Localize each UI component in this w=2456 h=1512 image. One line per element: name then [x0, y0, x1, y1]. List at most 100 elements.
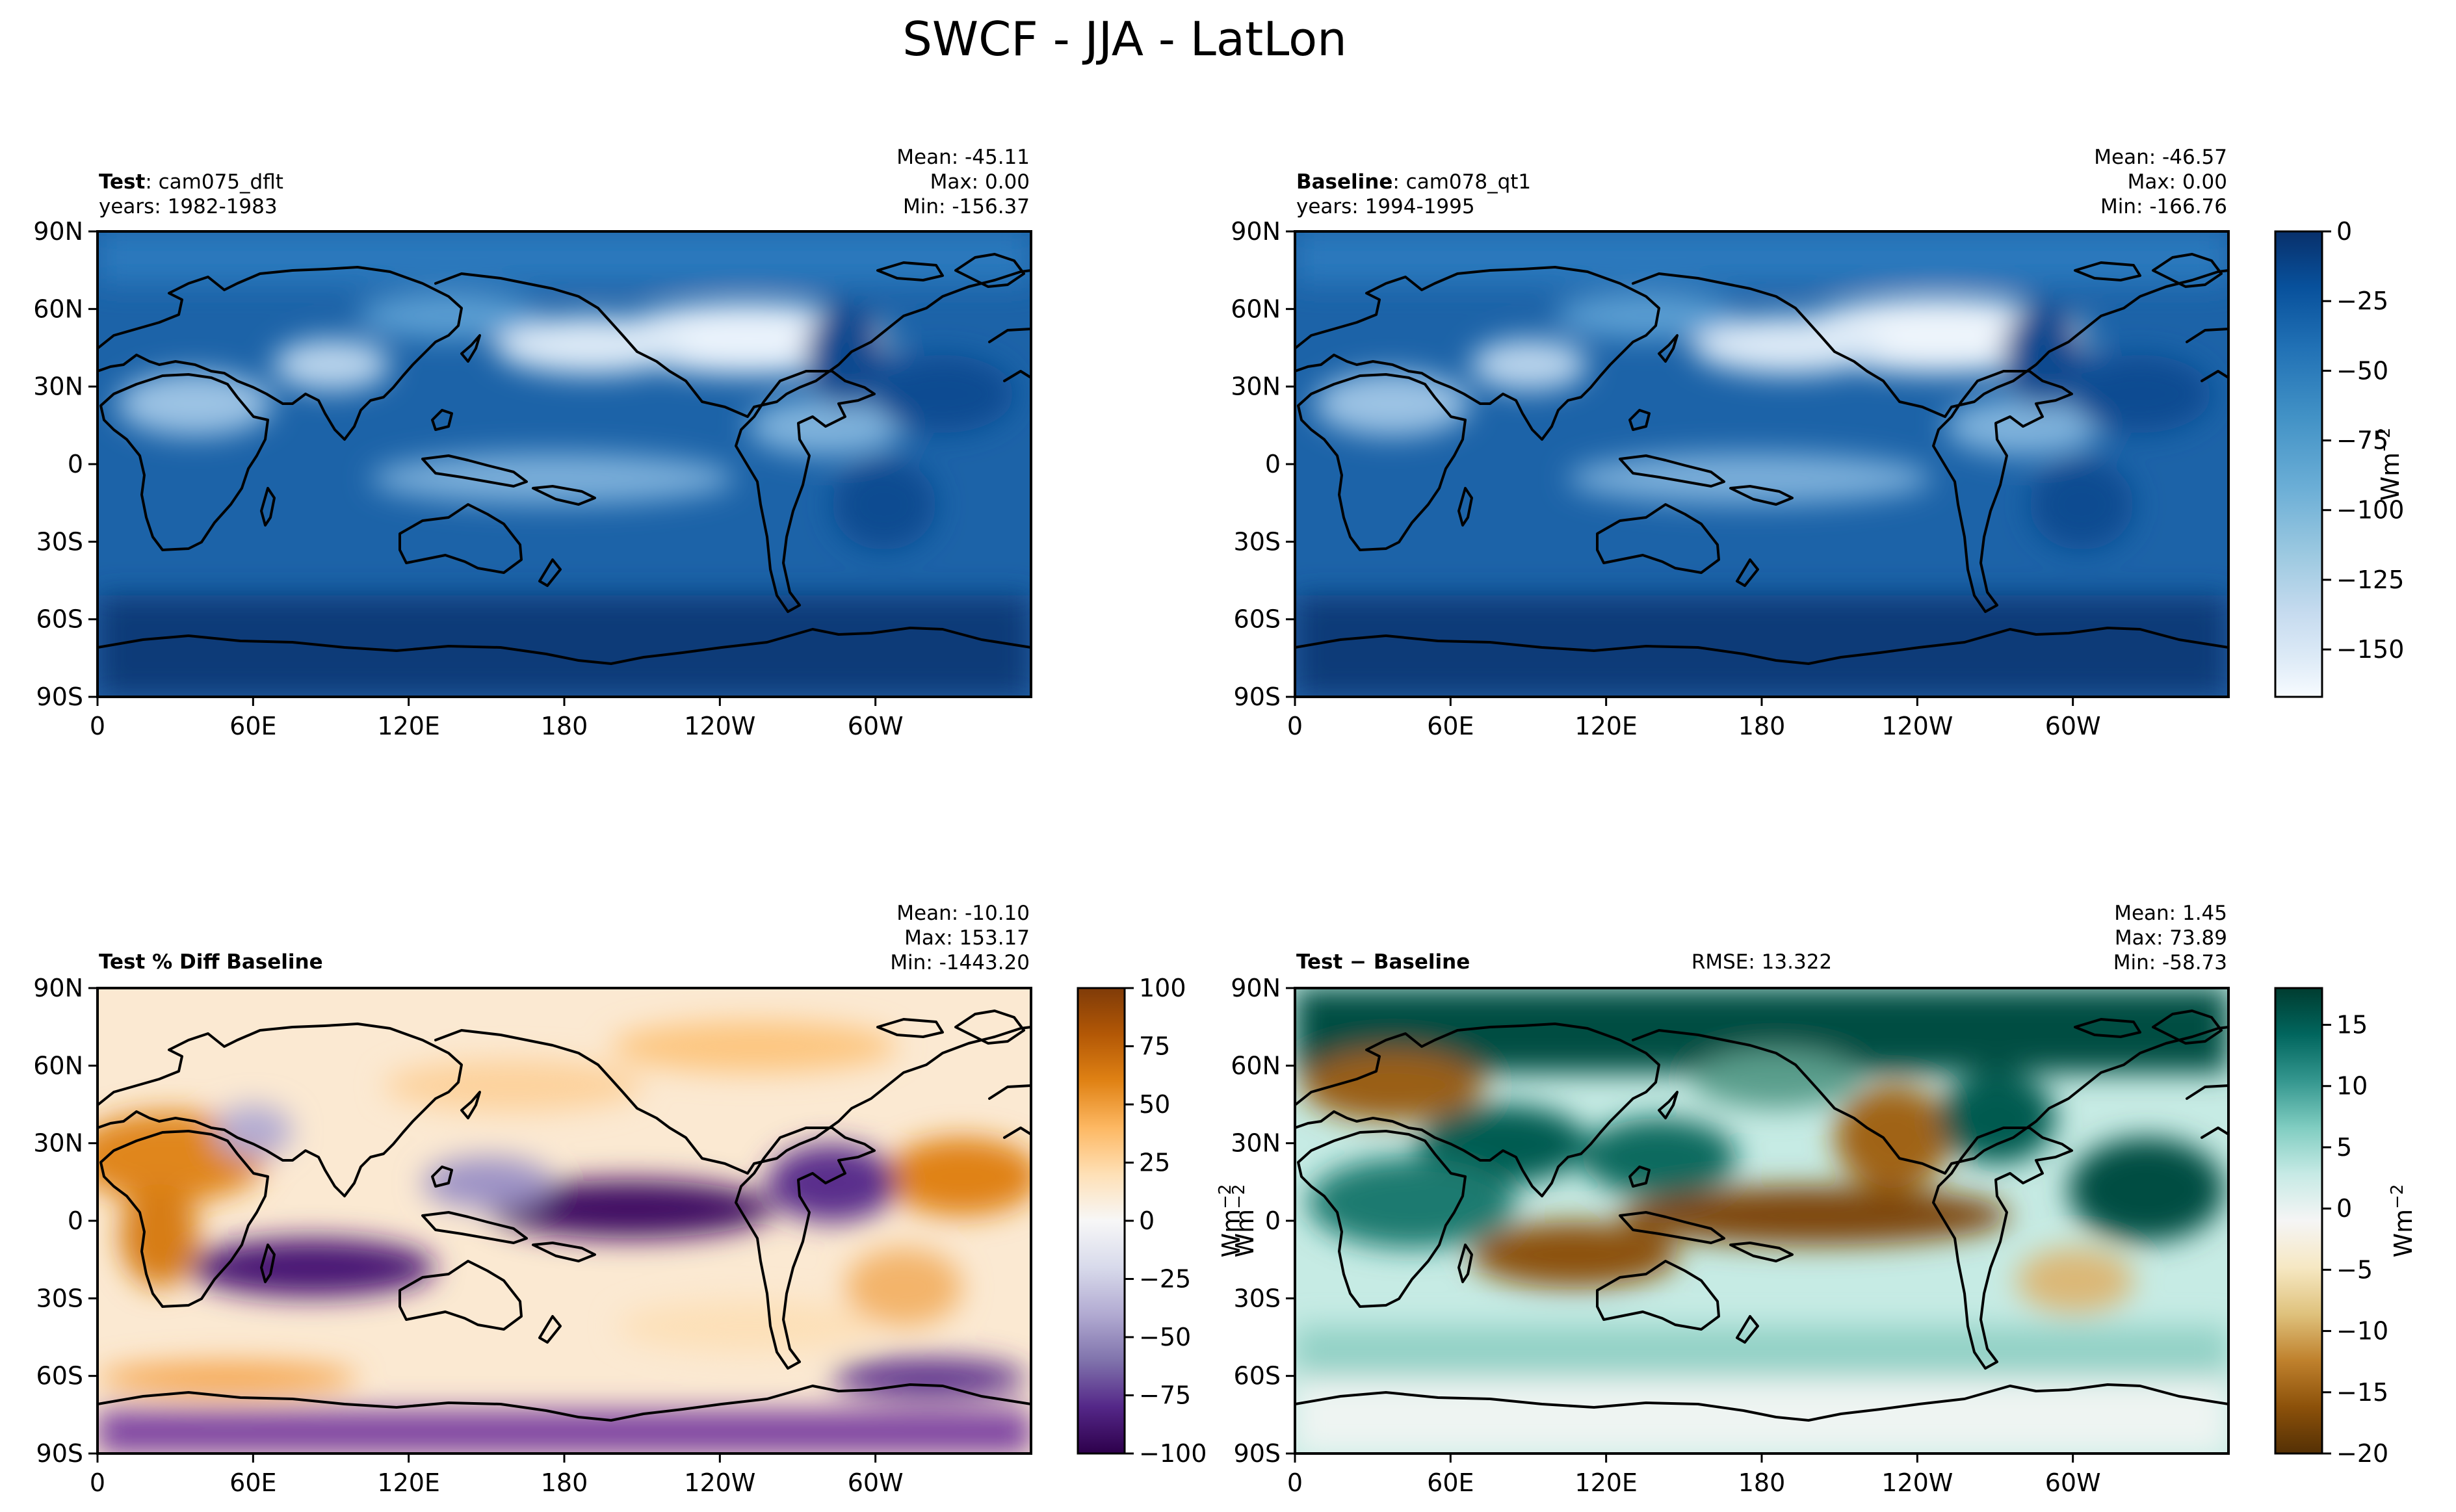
y-tick-label: 30N [33, 372, 83, 401]
stat-mean: Mean: -46.57 [2094, 146, 2227, 169]
x-tick-label: 0 [90, 712, 105, 740]
colorbar-tick-label: 0 [1139, 1206, 1155, 1235]
colorbar-tick-label: −50 [1139, 1323, 1191, 1351]
y-tick-label: 30N [33, 1129, 83, 1158]
y-tick-label: 0 [68, 450, 83, 478]
x-tick-label: 60W [848, 1468, 904, 1497]
colorbar-tick-label: 50 [1139, 1090, 1170, 1119]
y-tick-label: 60N [1231, 294, 1281, 323]
map-axes: 0 60E 120E 180 120W 60W 90N 60N 30N 0 30S 60S 90S [33, 217, 1032, 740]
panel-title-bold: Test [99, 170, 146, 194]
y-tick-label: 90S [1234, 1439, 1281, 1468]
x-tick-label: 180 [1738, 1468, 1786, 1497]
colorbar-tick-label: 5 [2336, 1133, 2352, 1162]
y-tick-label: 60S [36, 605, 83, 634]
x-tick-label: 60E [229, 1468, 276, 1497]
colorbar-tick-label: −10 [2336, 1317, 2388, 1346]
panel-title-rest: : cam075_dflt [145, 170, 283, 194]
y-tick-label: 90N [33, 974, 83, 1002]
x-tick-label: 120E [1574, 712, 1638, 740]
colorbar-tick-label: 25 [1139, 1149, 1170, 1177]
stat-min: Min: -1443.20 [890, 951, 1030, 974]
x-tick-label: 60E [1427, 1468, 1474, 1497]
x-tick-label: 120W [1881, 1468, 1953, 1497]
y-tick-label: 60S [1234, 1362, 1281, 1390]
x-tick-label: 120W [684, 1468, 755, 1497]
colorbar-tick-label: 10 [2336, 1072, 2368, 1101]
heatmap-field [1295, 988, 2228, 1453]
y-tick-label: 30S [36, 527, 83, 556]
x-tick-label: 120W [1881, 712, 1953, 740]
panel-title-bold: Baseline [1296, 170, 1392, 194]
x-tick-label: 60E [1427, 712, 1474, 740]
panel-years: years: 1994-1995 [1296, 195, 1475, 218]
y-tick-label: 30S [1234, 1284, 1281, 1312]
map-axes: 0 60E 120E 180 120W 60W 90N 60N 30N 0 30S 60S 90S [33, 974, 1032, 1497]
x-tick-label: 60W [848, 712, 904, 740]
panel-years: years: 1982-1983 [99, 195, 278, 218]
colorbar-tick-label: 100 [1139, 974, 1186, 1002]
y-tick-label: 30S [1234, 527, 1281, 556]
x-tick-label: 120W [684, 712, 755, 740]
colorbar: 15 10 5 0 −5 −10 −15 −20 Wm−2 [2274, 987, 2418, 1468]
y-tick-label: 90S [36, 1439, 83, 1468]
stat-mean: Mean: -10.10 [896, 902, 1030, 925]
x-tick-label: 180 [541, 712, 588, 740]
colorbar-tick-label: −150 [2336, 635, 2404, 664]
panel-title-rest: − Baseline [1342, 950, 1470, 974]
colorbar-tick-label: −125 [2336, 566, 2404, 594]
y-axis-unit-label: Wm−2 [1216, 1184, 1246, 1258]
panel-difference: Test − Baseline RMSE: 13.322 Mean: 1.45 … [1216, 902, 2418, 1497]
colorbar-label: Wm−2 [2375, 428, 2405, 501]
panel-title: Test: cam075_dflt [99, 170, 283, 194]
colorbar-tick-label: 0 [2336, 217, 2352, 246]
y-tick-label: 30N [1231, 1129, 1281, 1158]
stat-max: Max: 0.00 [2128, 170, 2227, 194]
y-tick-label: 0 [1265, 450, 1281, 478]
x-tick-label: 180 [541, 1468, 588, 1497]
map-axes: 0 60E 120E 180 120W 60W 90N 60N 30N 0 30S 60S 90S [1231, 217, 2230, 740]
colorbar-tick-label: −50 [2336, 356, 2388, 385]
stat-min: Min: -166.76 [2100, 195, 2227, 218]
y-tick-label: 60S [1234, 605, 1281, 634]
ticks: 0 60E 120E 180 120W 60W 90N 60N 30N 0 30S 60S 90S [33, 217, 903, 740]
panel-title-bold: Test [1296, 950, 1343, 974]
colorbar-label: Wm−2 [2388, 1184, 2418, 1258]
stat-min: Min: -156.37 [903, 195, 1030, 218]
y-tick-label: 60S [36, 1362, 83, 1390]
colorbar-tick-label: 0 [2336, 1194, 2352, 1223]
y-tick-label: 30N [1231, 372, 1281, 401]
ticks: 0 60E 120E 180 120W 60W 90N 60N 30N 0 30S 60S 90S [1231, 217, 2100, 740]
x-tick-label: 0 [1287, 1468, 1303, 1497]
colorbar-label: Wm−2 [1229, 1184, 1259, 1258]
colorbar-tick-label: −5 [2336, 1255, 2373, 1284]
rmse: RMSE: 13.322 [1692, 950, 1832, 974]
panel-test: Test: cam075_dflt years: 1982-1983 Mean:… [33, 146, 1032, 740]
colorbar: 0 −25 −50 −75 −100 −125 −150 Wm−2 [2274, 217, 2405, 698]
figure-title: SWCF - JJA - LatLon [902, 12, 1347, 66]
stat-max: Max: 73.89 [2115, 926, 2227, 950]
stat-max: Max: 153.17 [904, 926, 1030, 950]
x-tick-label: 120E [377, 712, 440, 740]
x-tick-label: 60E [229, 712, 276, 740]
y-tick-label: 90N [1231, 217, 1281, 246]
panel-title-rest: : cam078_qt1 [1392, 170, 1531, 194]
x-tick-label: 60W [2045, 1468, 2101, 1497]
x-tick-label: 120E [377, 1468, 440, 1497]
y-tick-label: 60N [1231, 1051, 1281, 1080]
colorbar-tick-label: −15 [2336, 1378, 2388, 1407]
x-tick-label: 180 [1738, 712, 1786, 740]
colorbar-tick-label: −20 [2336, 1439, 2388, 1468]
stat-min: Min: -58.73 [2113, 951, 2227, 974]
colorbar-tick-label: −100 [2336, 496, 2404, 525]
colorbar-tick-label: 15 [2336, 1011, 2368, 1039]
panel-baseline: Baseline: cam078_qt1 years: 1994-1995 Me… [1231, 146, 2405, 740]
stat-mean: Mean: 1.45 [2114, 902, 2227, 925]
colorbar-tick-label: −100 [1139, 1439, 1207, 1468]
y-tick-label: 0 [1265, 1206, 1281, 1235]
panel-title: Test − Baseline [1296, 950, 1470, 974]
y-tick-label: 60N [33, 1051, 83, 1080]
colorbar-tick-label: −75 [2336, 426, 2388, 455]
x-tick-label: 0 [90, 1468, 105, 1497]
